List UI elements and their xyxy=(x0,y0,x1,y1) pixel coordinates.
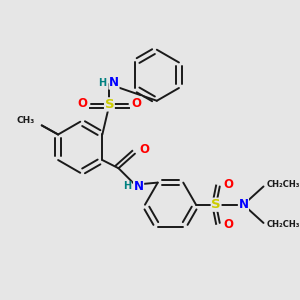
Text: O: O xyxy=(77,97,87,110)
Text: O: O xyxy=(132,97,142,110)
Text: S: S xyxy=(211,198,221,211)
Text: H: H xyxy=(98,77,106,88)
Text: O: O xyxy=(224,178,234,191)
Text: N: N xyxy=(109,76,119,89)
Text: O: O xyxy=(224,218,234,231)
Text: H: H xyxy=(123,182,131,191)
Text: N: N xyxy=(134,180,144,193)
Text: CH₃: CH₃ xyxy=(16,116,34,125)
Text: S: S xyxy=(105,98,114,111)
Text: N: N xyxy=(238,198,248,211)
Text: CH₂CH₃: CH₂CH₃ xyxy=(266,180,300,189)
Text: CH₂CH₃: CH₂CH₃ xyxy=(266,220,300,229)
Text: O: O xyxy=(139,142,149,156)
